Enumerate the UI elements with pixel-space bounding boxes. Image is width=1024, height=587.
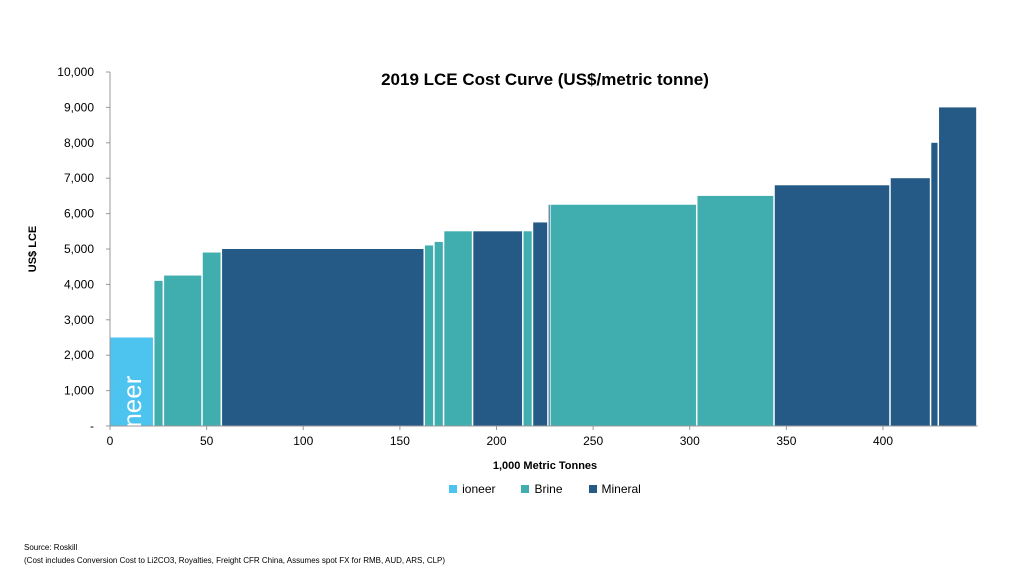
bar-mineral [890,178,930,426]
bar-brine [697,195,774,426]
x-tick-label: 150 [390,434,410,448]
x-tick-label: 100 [293,434,313,448]
y-tick-label: 3,000 [64,313,94,327]
ioneer-bar-label: ioneer [117,375,147,448]
legend-item-brine: Brine [521,482,563,496]
bar-brine [154,280,163,426]
x-tick-label: 250 [583,434,603,448]
x-tick-label: 200 [486,434,506,448]
x-tick-label: 400 [873,434,893,448]
y-tick-label: 2,000 [64,348,94,362]
y-axis-label: US$ LCE [27,226,39,272]
source-note: Source: Roskill [24,543,78,552]
x-tick-label: 350 [776,434,796,448]
y-tick-label: 5,000 [64,242,94,256]
bar-brine [444,231,472,426]
x-tick-label: 50 [200,434,214,448]
bar-mineral [939,107,977,427]
y-tick-label: - [90,419,94,433]
bar-brine [164,275,202,426]
bar-brine [550,204,696,426]
bar-mineral [931,142,938,427]
bar-brine [202,252,221,426]
y-tick-label: 6,000 [64,207,94,221]
bar-mineral [774,185,890,426]
y-tick-label: 9,000 [64,100,94,114]
y-tick-label: 1,000 [64,384,94,398]
bar-mineral [533,222,548,426]
bar-ioneer [110,337,153,426]
chart-title: 2019 LCE Cost Curve (US$/metric tonne) [381,70,709,89]
x-tick-label: 0 [107,434,114,448]
y-tick-label: 7,000 [64,171,94,185]
legend-item-ioneer: ioneer [449,482,495,496]
x-axis-label: 1,000 Metric Tonnes [493,460,597,472]
x-tick-label: 300 [680,434,700,448]
bar-brine [424,245,434,426]
legend: ioneer Brine Mineral [0,482,1024,496]
bar-mineral [473,231,523,426]
cost-note: (Cost includes Conversion Cost to Li2CO3… [24,556,446,565]
y-tick-label: 4,000 [64,277,94,291]
bar-brine [523,231,532,426]
bar-brine [434,241,443,426]
bar-mineral [222,249,424,426]
y-tick-label: 10,000 [57,65,94,79]
legend-item-mineral: Mineral [588,482,641,496]
y-tick-label: 8,000 [64,136,94,150]
bar-mineral [548,204,550,426]
